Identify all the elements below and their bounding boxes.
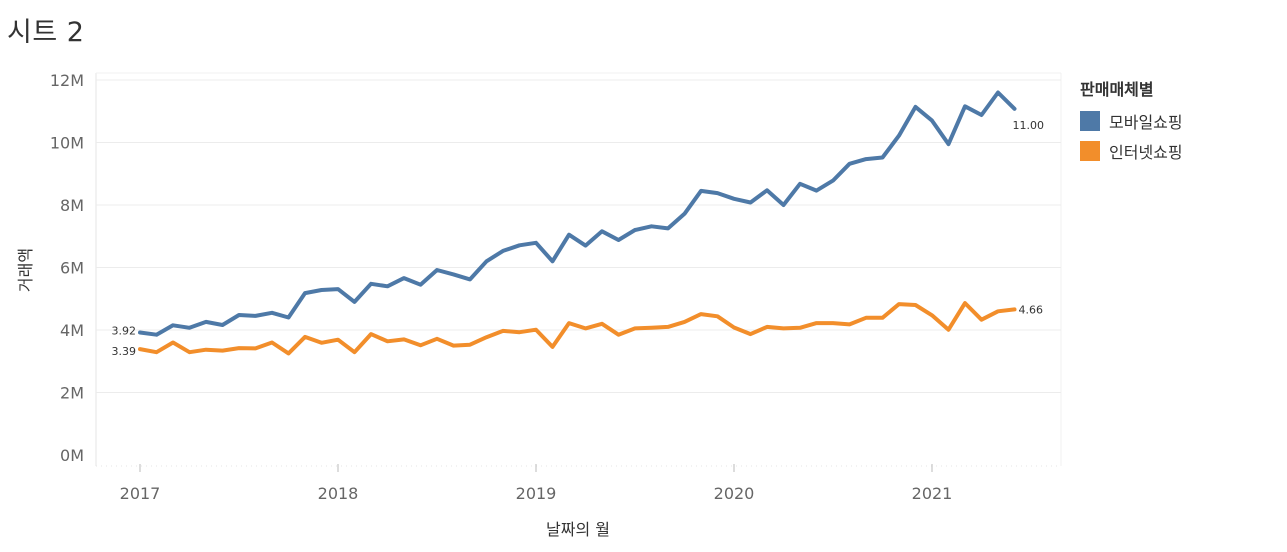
y-tick-label: 4M <box>60 321 84 340</box>
y-tick-label: 12M <box>50 71 84 90</box>
series-line-1 <box>138 301 1017 356</box>
start-data-label: 3.39 <box>112 345 137 358</box>
start-data-label: 3.92 <box>112 325 137 338</box>
x-axis: 2017 2018 2019 2020 2021 <box>120 464 953 503</box>
legend-swatch <box>1080 141 1100 161</box>
legend-title: 판매매체별 <box>1080 80 1154 99</box>
series-line-0 <box>138 90 1017 337</box>
y-tick-label: 0M <box>60 446 84 465</box>
legend-item-mobile[interactable]: 모바일쇼핑 <box>1080 106 1183 136</box>
x-tick-label: 2017 <box>120 484 161 503</box>
x-tick-label: 2020 <box>714 484 755 503</box>
legend-label: 인터넷쇼핑 <box>1109 143 1183 162</box>
y-tick-label: 10M <box>50 134 84 153</box>
end-data-label: 4.66 <box>1019 303 1044 316</box>
y-axis: 0M 2M 4M 6M 8M 10M 12M <box>50 71 84 465</box>
sheet-title: 시트 2 <box>7 17 85 48</box>
x-axis-title: 날짜의 월 <box>546 520 610 539</box>
end-data-label: 11.00 <box>1013 119 1045 132</box>
legend-swatch <box>1080 111 1100 131</box>
x-tick-label: 2021 <box>912 484 953 503</box>
x-tick-label: 2019 <box>516 484 557 503</box>
legend-label: 모바일쇼핑 <box>1109 113 1183 132</box>
x-tick-label: 2018 <box>318 484 359 503</box>
legend: 판매매체별 모바일쇼핑 인터넷쇼핑 <box>1080 76 1183 166</box>
series-lines <box>138 90 1017 356</box>
gridlines <box>95 72 1062 467</box>
data-labels: 3.92 11.00 3.39 4.66 <box>112 119 1045 358</box>
y-tick-label: 2M <box>60 384 84 403</box>
y-axis-title: 거래액 <box>16 248 35 292</box>
y-tick-label: 6M <box>60 259 84 278</box>
y-tick-label: 8M <box>60 196 84 215</box>
legend-item-internet[interactable]: 인터넷쇼핑 <box>1080 136 1183 166</box>
